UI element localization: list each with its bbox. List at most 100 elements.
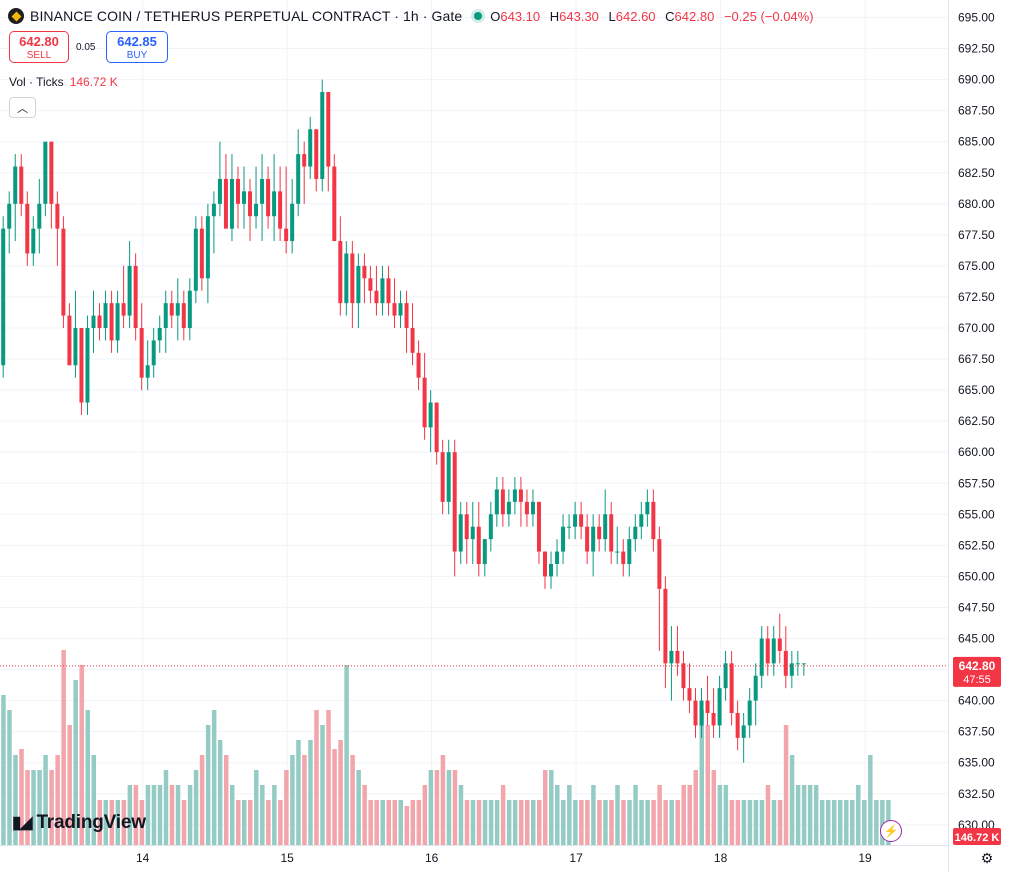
last-price-tag [953, 656, 1001, 687]
candle-body [494, 489, 499, 515]
volume-bar [416, 800, 422, 845]
volume-bar [723, 785, 729, 845]
volume-bar [193, 770, 199, 845]
volume-legend-label: Vol · Ticks [9, 75, 64, 89]
volume-bar [217, 740, 223, 845]
volume-bar [807, 785, 813, 845]
candle-body [506, 501, 511, 515]
buy-price: 642.85 [117, 34, 157, 49]
volume-bar [765, 785, 771, 845]
volume-bar [645, 800, 650, 845]
candle-body [783, 650, 788, 676]
volume-bar [819, 800, 825, 845]
candle-body [693, 700, 698, 726]
candle-body [603, 514, 608, 540]
time-axis[interactable]: 14 15 16 17 18 19 [0, 845, 948, 866]
candle-body [801, 663, 806, 665]
candle-body [169, 303, 174, 316]
tradingview-brand: TradingView [36, 812, 146, 833]
symbol-title[interactable]: BINANCE COIN / TETHERUS PERPETUAL CONTRA… [30, 8, 463, 24]
collapse-legend-button[interactable]: ︿ [9, 97, 36, 118]
volume-bar [404, 806, 410, 845]
candle-body [193, 228, 198, 291]
price-tick-label: 675.00 [958, 259, 995, 273]
volume-bar [434, 770, 440, 845]
time-tick-label: 15 [280, 851, 294, 865]
volume-bar [494, 800, 500, 845]
volume-bar [242, 800, 247, 845]
volume-bar [296, 740, 301, 845]
volume-histogram [1, 650, 891, 845]
tradingview-logo[interactable]: ▮◢ TradingView [12, 812, 146, 834]
price-tick-label: 692.50 [958, 42, 995, 56]
volume-bar [663, 800, 668, 845]
volume-bar [109, 800, 115, 845]
candle-body [163, 303, 168, 328]
volume-bar [272, 785, 277, 845]
candle-body [597, 526, 602, 540]
volume-bar [705, 725, 711, 845]
candle-body [248, 191, 253, 217]
candle-body [717, 688, 722, 726]
volume-bar [55, 755, 60, 845]
buy-button[interactable]: 642.85 BUY [106, 31, 168, 63]
volume-tag-value: 146.72 K [955, 832, 1000, 844]
candle-body [79, 328, 84, 403]
candlestick-series [1, 79, 806, 763]
volume-bar [103, 800, 109, 845]
volume-bar [753, 800, 759, 845]
volume-bar [284, 770, 289, 845]
candle-body [795, 663, 800, 665]
volume-bar [621, 800, 626, 845]
candle-body [579, 514, 584, 527]
volume-bar [145, 785, 151, 845]
lightning-icon[interactable]: ⚡ [880, 820, 902, 842]
chart-grid [0, 0, 948, 845]
candle-body [115, 303, 120, 341]
volume-bar [675, 800, 680, 845]
volume-bar [615, 785, 620, 845]
volume-bar [13, 755, 18, 845]
candle-body [765, 638, 770, 664]
sell-button[interactable]: 642.80 SELL [9, 31, 69, 63]
volume-bar [597, 800, 602, 845]
candle-body [326, 92, 331, 167]
candle-body [175, 303, 180, 316]
price-tick-label: 685.00 [958, 135, 995, 149]
candle-body [139, 328, 144, 378]
ohlc-change: −0.25 (−0.04%) [723, 8, 814, 24]
price-axis[interactable]: 695.00 692.50 690.00 687.50 685.00 682.50 680.… [948, 0, 996, 872]
ohlc-close-value: 642.80 [674, 8, 715, 24]
volume-bar [410, 800, 416, 845]
candle-body [37, 203, 42, 229]
volume-legend[interactable]: Vol · Ticks 146.72 K [9, 75, 118, 89]
candle-body [621, 551, 626, 564]
volume-bar [717, 785, 723, 845]
volume-bar [831, 800, 837, 845]
candle-body [669, 650, 674, 664]
volume-bar [374, 800, 379, 845]
volume-bar [555, 785, 560, 845]
volume-bar [139, 800, 145, 845]
price-tick-label: 662.50 [958, 414, 995, 428]
price-tick-label: 640.00 [958, 694, 995, 708]
price-tick-label: 635.00 [958, 756, 995, 770]
volume-bar [428, 770, 434, 845]
candle-body [464, 514, 469, 540]
candle-body [229, 178, 234, 229]
ohlc-high-value: 643.30 [559, 8, 599, 24]
volume-bar [133, 785, 139, 845]
axis-tags: 642.80 47:55 146.72 K [953, 656, 1001, 845]
volume-bar [163, 770, 169, 845]
gear-icon[interactable]: ⚙ [980, 849, 994, 866]
candle-body [127, 265, 132, 316]
ohlc-low-key: L [608, 8, 616, 24]
candle-body [61, 228, 66, 316]
volume-bar [813, 785, 819, 845]
volume-bar [579, 800, 584, 845]
chart-header: BINANCE COIN / TETHERUS PERPETUAL CONTRA… [8, 6, 820, 26]
candle-body [705, 700, 710, 714]
chevron-up-icon: ︿ [17, 102, 28, 115]
volume-bar [235, 800, 241, 845]
